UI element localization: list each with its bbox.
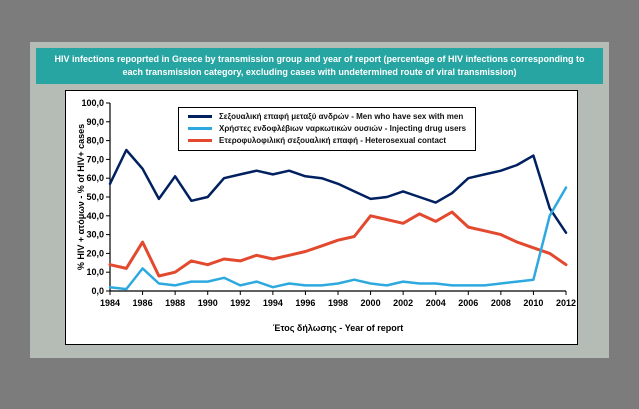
y-tick-label: 90,0: [86, 117, 104, 127]
x-tick-label: 1996: [295, 298, 315, 308]
x-tick-label: 1984: [100, 298, 120, 308]
chart-title: HIV infections repoprted in Greece by tr…: [36, 48, 603, 84]
x-axis-label: Έτος δήλωσης - Year of report: [272, 323, 404, 333]
chart-area: % HIV + ατόμων - % of HIV+ cases 0,0 10,0…: [65, 90, 578, 345]
legend-label-het: Ετεροφυλοφιλική σεξουαλική επαφή - Heter…: [219, 136, 447, 145]
x-tick-label: 2008: [491, 298, 511, 308]
legend-item-msm: Σεξουαλική επαφή μεταξύ ανδρών - Men who…: [188, 112, 466, 121]
series-line-idu: [108, 186, 568, 291]
x-tick-label: 2002: [393, 298, 413, 308]
y-tick-label: 70,0: [86, 154, 104, 164]
chart-panel: HIV infections repoprted in Greece by tr…: [30, 42, 609, 358]
y-tick-label: 40,0: [86, 211, 104, 221]
series-line-het: [108, 210, 568, 278]
x-tick-label: 2012: [556, 298, 576, 308]
y-tick-label: 0,0: [91, 286, 104, 296]
y-tick-label: 100,0: [81, 98, 104, 108]
y-tick-label: 20,0: [86, 248, 104, 258]
x-tick-label: 2000: [361, 298, 381, 308]
legend: Σεξουαλική επαφή μεταξύ ανδρών - Men who…: [178, 107, 477, 151]
x-tick-label: 1990: [198, 298, 218, 308]
x-tick-label: 1986: [133, 298, 153, 308]
y-tick-label: 80,0: [86, 136, 104, 146]
legend-label-idu: Χρήστες ενδοφλέβιων ναρκωτικών ουσιών - …: [219, 124, 467, 133]
legend-swatch-idu: [188, 127, 212, 130]
y-tick-label: 10,0: [86, 267, 104, 277]
line-chart-plot: 0,0 10,0 20,0 30,0 40,0 50,0 60,0 70,0 80,0 90,0 1…: [81, 98, 576, 308]
legend-item-het: Ετεροφυλοφιλική σεξουαλική επαφή - Heter…: [188, 136, 466, 145]
x-tick-label: 2010: [523, 298, 543, 308]
y-tick-label: 30,0: [86, 230, 104, 240]
x-tick-label: 1998: [328, 298, 348, 308]
x-tick-label: 1992: [230, 298, 250, 308]
x-tick-label: 2004: [426, 298, 446, 308]
legend-label-msm: Σεξουαλική επαφή μεταξύ ανδρών - Men who…: [219, 112, 464, 121]
y-tick-label: 60,0: [86, 173, 104, 183]
legend-swatch-het: [188, 139, 212, 142]
series-line-msm: [108, 148, 568, 234]
x-tick-label: 2006: [458, 298, 478, 308]
x-tick-label: 1988: [165, 298, 185, 308]
legend-swatch-msm: [188, 115, 212, 118]
y-tick-label: 50,0: [86, 192, 104, 202]
x-tick-label: 1994: [263, 298, 283, 308]
legend-item-idu: Χρήστες ενδοφλέβιων ναρκωτικών ουσιών - …: [188, 124, 466, 133]
